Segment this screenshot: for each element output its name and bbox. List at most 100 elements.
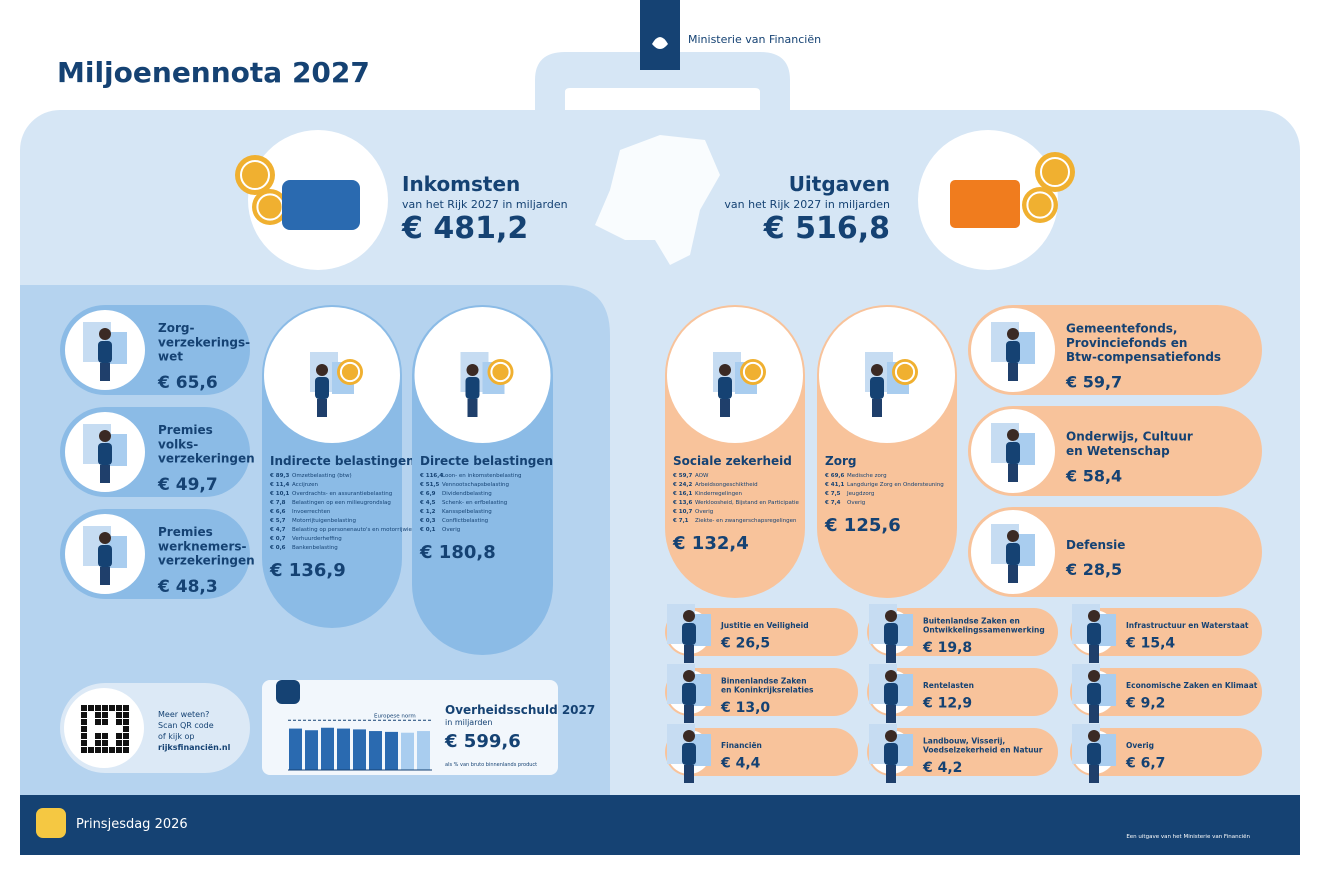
breakdown-amount: € 7,8	[269, 500, 286, 506]
item-amount: € 4,4	[720, 756, 761, 772]
qr-cell	[116, 719, 122, 725]
figure-head	[99, 430, 111, 442]
figure-legs	[684, 765, 694, 783]
qr-cell	[102, 740, 108, 746]
figure-body	[1006, 543, 1020, 565]
qr-cell	[109, 747, 115, 753]
figure-legs	[100, 465, 110, 483]
breakdown-label: Overig	[695, 509, 713, 515]
breakdown-amount: € 10,1	[269, 491, 289, 497]
figure-head	[316, 364, 328, 376]
breakdown-amount: € 7,1	[672, 518, 689, 524]
figure-legs	[684, 645, 694, 663]
income-subtitle: van het Rijk 2027 in miljarden	[402, 198, 568, 211]
breakdown-label: Verhuurderheffing	[292, 536, 342, 542]
qr-cell	[95, 733, 101, 739]
qr-cell	[81, 726, 87, 732]
figure-legs	[317, 399, 327, 417]
item-pill	[867, 728, 1058, 776]
figure-head	[1088, 610, 1100, 622]
figure-body	[1006, 341, 1020, 363]
item-label: Voedselzekerheid en Natuur	[923, 746, 1043, 755]
breakdown-label: Dividendbelasting	[442, 491, 492, 497]
figure-head	[99, 328, 111, 340]
item-label: werknemers-	[158, 539, 247, 553]
qr-cell	[88, 747, 94, 753]
debt-bar	[321, 727, 334, 770]
map	[595, 135, 720, 265]
breakdown-label: Arbeidsongeschiktheid	[695, 482, 758, 488]
breakdown-label: Kansspelbelasting	[442, 509, 492, 515]
debt-bar	[385, 731, 398, 770]
item-pill	[1070, 608, 1262, 656]
figure-head	[885, 730, 897, 742]
breakdown-label: Omzetbelasting (btw)	[292, 473, 352, 479]
breakdown-amount: € 7,5	[824, 491, 841, 497]
figure-legs	[886, 705, 896, 723]
breakdown-label: Bankenbelasting	[292, 545, 338, 551]
item-pill	[665, 608, 858, 656]
figure-head	[1088, 730, 1100, 742]
qr-text: of kijk op	[158, 732, 194, 741]
qr-cell	[123, 726, 129, 732]
item-label: Gemeentefonds,	[1066, 321, 1178, 335]
breakdown-label: Overig	[847, 500, 865, 506]
qr-cell	[102, 747, 108, 753]
breakdown-amount: € 13,6	[672, 500, 692, 506]
debt-icon	[276, 680, 300, 704]
qr-cell	[123, 733, 129, 739]
figure-head	[1007, 328, 1019, 340]
qr-cell	[81, 740, 87, 746]
qr-cell	[81, 705, 87, 711]
logo-block	[640, 0, 680, 70]
breakdown-amount: € 4,7	[269, 527, 286, 533]
qr-cell	[116, 747, 122, 753]
item-label: volks-	[158, 437, 198, 451]
category-title: Zorg	[825, 454, 856, 468]
debt-bar	[289, 728, 302, 770]
figure-body	[465, 377, 480, 399]
figure-legs	[684, 705, 694, 723]
item-label: Binnenlandse Zaken	[721, 677, 807, 686]
item-label: Rentelasten	[923, 681, 974, 690]
figure-head	[885, 670, 897, 682]
breakdown-amount: € 5,7	[269, 518, 286, 524]
figure-legs	[886, 765, 896, 783]
qr-cell	[95, 712, 101, 718]
qr-cell	[116, 712, 122, 718]
figure-legs	[1008, 565, 1018, 583]
breakdown-amount: € 0,1	[419, 527, 436, 533]
item-label: Btw-compensatiefonds	[1066, 350, 1221, 364]
breakdown-amount: € 0,6	[269, 545, 286, 551]
figure-head	[683, 610, 695, 622]
figure-head	[683, 730, 695, 742]
coin-inner	[490, 361, 511, 383]
qr-cell	[116, 733, 122, 739]
item-label: Landbouw, Visserij,	[923, 737, 1005, 746]
money-box	[282, 180, 360, 230]
figure-head	[1007, 429, 1019, 441]
item-label: Ontwikkelingssamenwerking	[923, 626, 1045, 635]
suitcase	[950, 180, 1020, 228]
figure-head	[683, 670, 695, 682]
handle	[535, 52, 790, 112]
qr-cell	[88, 705, 94, 711]
category-title: Directe belastingen	[420, 454, 553, 468]
debt-box	[262, 680, 558, 775]
item-amount: € 4,2	[922, 760, 962, 776]
item-pill	[867, 608, 1058, 656]
figure-legs	[1008, 464, 1018, 482]
figure-legs	[1008, 363, 1018, 381]
item-amount: € 58,4	[1065, 466, 1122, 485]
breakdown-amount: € 41,1	[824, 482, 844, 488]
qr-text: rijksfinanciën.nl	[158, 743, 231, 752]
breakdown-label: Invoerrechten	[292, 509, 331, 515]
logo-emblem	[652, 37, 668, 49]
breakdown-amount: € 11,4	[269, 482, 289, 488]
breakdown-label: AOW	[695, 473, 709, 479]
debt-bar	[369, 731, 382, 770]
item-label: Justitie en Veiligheid	[720, 621, 809, 630]
footer-bar	[20, 795, 1300, 855]
item-label: Overig	[1126, 741, 1154, 750]
